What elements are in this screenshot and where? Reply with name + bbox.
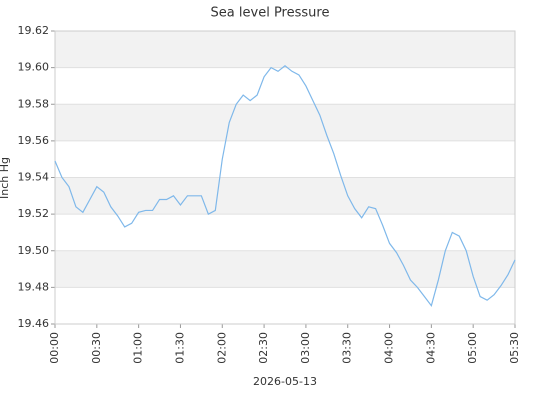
y-tick-label: 19.60: [18, 61, 50, 74]
y-tick-label: 19.52: [18, 207, 50, 220]
y-tick-label: 19.58: [18, 97, 50, 110]
x-tick-label: 04:00: [383, 332, 396, 364]
y-tick-label: 19.56: [18, 134, 50, 147]
y-tick-label: 19.48: [18, 280, 50, 293]
x-tick-label: 00:30: [90, 332, 103, 364]
y-axis-label: Inch Hg: [0, 157, 11, 199]
x-tick-label: 02:30: [257, 332, 270, 364]
grid-band: [55, 250, 515, 288]
y-tick-label: 19.62: [18, 24, 50, 37]
x-tick-label: 03:30: [341, 332, 354, 364]
chart-title: Sea level Pressure: [211, 6, 330, 21]
x-tick-label: 05:00: [466, 332, 479, 364]
y-tick-label: 19.46: [18, 317, 50, 330]
grid-band: [55, 31, 515, 68]
x-tick-label: 01:00: [132, 332, 145, 364]
x-tick-label: 04:30: [424, 332, 437, 364]
x-tick-label: 02:00: [215, 332, 228, 364]
grid-band: [55, 177, 515, 215]
x-axis-label: 2026-05-13: [253, 375, 317, 388]
plot-frame: [54, 30, 516, 325]
x-tick-label: 00:00: [48, 332, 61, 364]
x-tick-label: 05:30: [508, 332, 521, 364]
data-line: [54, 65, 516, 308]
x-tick-label: 03:00: [299, 332, 312, 364]
y-tick-label: 19.50: [18, 244, 50, 257]
y-tick-label: 19.54: [18, 171, 50, 184]
x-tick-label: 01:30: [173, 332, 186, 364]
grid-band: [55, 104, 515, 141]
